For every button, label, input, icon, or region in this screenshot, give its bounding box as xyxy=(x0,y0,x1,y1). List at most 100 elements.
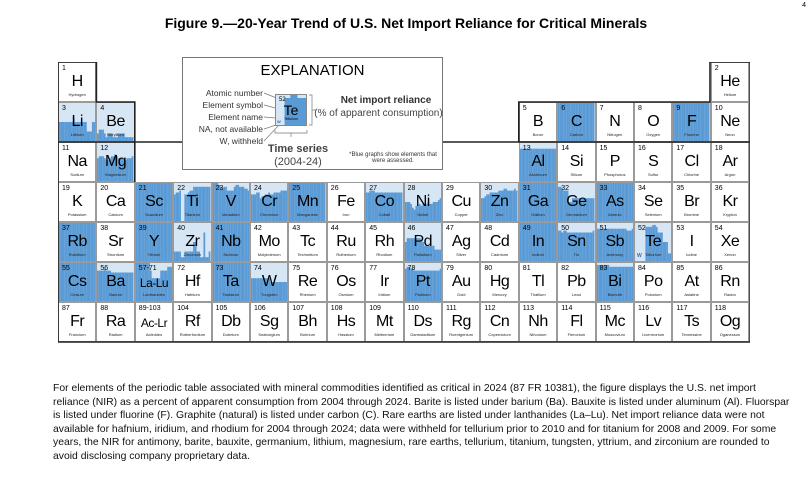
atomic-number: 50 xyxy=(561,225,569,232)
element-cell-ra: 88 Ra Radium xyxy=(96,302,135,342)
atomic-number: 3 xyxy=(62,105,66,112)
atomic-number: 43 xyxy=(292,225,301,232)
nir-bar xyxy=(132,137,134,141)
atomic-number: 107 xyxy=(292,305,305,312)
element-name: Neon xyxy=(725,132,735,137)
atomic-number: 11 xyxy=(62,145,70,152)
nir-bar xyxy=(130,137,133,141)
element-name: Scandium xyxy=(145,212,163,217)
element-name: Nickel xyxy=(417,212,429,217)
element-symbol: Db xyxy=(221,313,241,330)
element-symbol: I xyxy=(689,233,694,250)
label-element-name: Element name xyxy=(208,112,263,122)
atomic-number: 77 xyxy=(369,265,377,272)
element-symbol: Bi xyxy=(608,273,622,290)
element-name: Flerovium xyxy=(567,332,586,337)
sample-symbol: Te xyxy=(283,102,299,118)
element-name: Sulfur xyxy=(647,172,659,177)
element-name: Potassium xyxy=(67,212,87,217)
element-name: Livermorium xyxy=(642,332,665,337)
element-cell-re: 75 Re Rhenium xyxy=(288,262,327,302)
element-name: Phosphorus xyxy=(604,172,626,177)
element-name: Rutherfordium xyxy=(179,332,206,337)
element-symbol: Br xyxy=(684,193,700,210)
element-symbol: Sr xyxy=(108,233,124,250)
element-symbol: Ga xyxy=(527,193,549,210)
element-cell-b: 5 B Boron xyxy=(518,102,558,142)
nir-subtitle: (% of apparent consumption) xyxy=(314,108,443,119)
element-name: Magnesium xyxy=(105,172,126,177)
element-symbol: Rf xyxy=(184,313,201,330)
element-cell-rn: 86 Rn Radon xyxy=(710,262,750,302)
element-symbol: Re xyxy=(297,273,318,290)
element-name: Copper xyxy=(454,212,468,217)
element-cell-rg: 111 Rg Roentgenium xyxy=(442,302,481,342)
element-cell-ni: 28 Ni Nickel xyxy=(403,182,442,222)
element-symbol: Lv xyxy=(645,313,662,330)
element-symbol: Po xyxy=(643,273,663,290)
element-cell-p: 15 P Phosphorus xyxy=(595,142,634,182)
element-cell-fr: 87 Fr Francium xyxy=(58,302,97,342)
element-cell-bi: 83 Bi Bismuth xyxy=(595,262,634,302)
element-cell-tl: 81 Tl Thallium xyxy=(518,262,558,302)
atomic-number: 38 xyxy=(100,225,109,232)
element-symbol: Mg xyxy=(104,153,127,170)
element-cell-cs: 55 Cs Cesium xyxy=(58,262,97,302)
element-symbol: Cu xyxy=(451,193,471,210)
element-name: Bohrium xyxy=(300,332,316,337)
element-symbol: He xyxy=(720,73,740,90)
element-name: Chlorine xyxy=(684,172,700,177)
atomic-number: 33 xyxy=(599,185,608,192)
nir-bar xyxy=(126,137,129,141)
element-name: Vanadium xyxy=(221,212,240,217)
element-cell-n: 7 N Nitrogen xyxy=(595,102,634,142)
atomic-number: 26 xyxy=(330,185,339,192)
element-name: Cesium xyxy=(70,292,84,297)
element-cell-mg: 12 Mg Magnesium xyxy=(96,142,135,182)
atomic-number: 14 xyxy=(561,145,569,152)
atomic-number: 117 xyxy=(676,305,688,312)
atomic-number: 42 xyxy=(254,225,262,232)
element-cell-be: 4 Be Beryllium xyxy=(96,102,135,142)
element-cell-ga: 31 Ga Gallium xyxy=(518,182,558,222)
element-name: Xenon xyxy=(724,252,736,257)
element-symbol: Be xyxy=(106,113,125,130)
element-symbol: S xyxy=(648,153,659,170)
atomic-number: 87 xyxy=(62,305,70,312)
element-name: Meitnerium xyxy=(374,332,395,337)
element-symbol: Rn xyxy=(720,273,740,290)
atomic-number: 82 xyxy=(561,265,569,272)
element-name: Nihonium xyxy=(529,332,547,337)
element-symbol: Xe xyxy=(720,233,740,250)
element-name: Selenium xyxy=(644,212,662,217)
element-symbol: Ru xyxy=(336,233,356,250)
element-cell-hs: 108 Hs Hassium xyxy=(326,302,366,342)
atomic-number: 35 xyxy=(676,185,685,192)
element-name: Moscovium xyxy=(604,332,625,337)
sample-withheld-mark: W xyxy=(277,119,281,124)
element-name: Gold xyxy=(456,292,466,297)
element-cell-br: 35 Br Bromine xyxy=(672,182,711,222)
atomic-number: 113 xyxy=(522,305,534,312)
element-cell-kr: 36 Kr Krypton xyxy=(710,182,750,222)
element-cell-mn: 25 Mn Manganese xyxy=(288,182,327,222)
element-cell-li: 3 Li Lithium xyxy=(58,102,97,142)
element-name: Barium xyxy=(109,292,122,297)
element-name: Molybdenum xyxy=(257,252,281,257)
element-cell-i: 53 I Iodine xyxy=(672,222,711,262)
element-name: Tantalum xyxy=(222,292,239,297)
element-cell-he: 2 He Helium xyxy=(710,62,750,102)
element-name: Antimony xyxy=(606,252,624,257)
element-cell-in: 49 In Indium xyxy=(518,222,558,262)
atomic-number: 10 xyxy=(714,105,723,112)
atomic-number: 106 xyxy=(254,305,266,312)
element-symbol: In xyxy=(531,233,545,250)
element-symbol: As xyxy=(605,193,624,210)
element-cell-y: 39 Y Yttrium xyxy=(134,222,174,262)
element-cell-ac-lr: 89-103 Ac-Lr Actinides xyxy=(134,302,174,342)
element-symbol: V xyxy=(225,193,237,210)
element-name: Nitrogen xyxy=(607,132,623,137)
nir-bar xyxy=(112,137,115,141)
atomic-number: 28 xyxy=(407,185,416,192)
atomic-number: 49 xyxy=(522,225,531,232)
